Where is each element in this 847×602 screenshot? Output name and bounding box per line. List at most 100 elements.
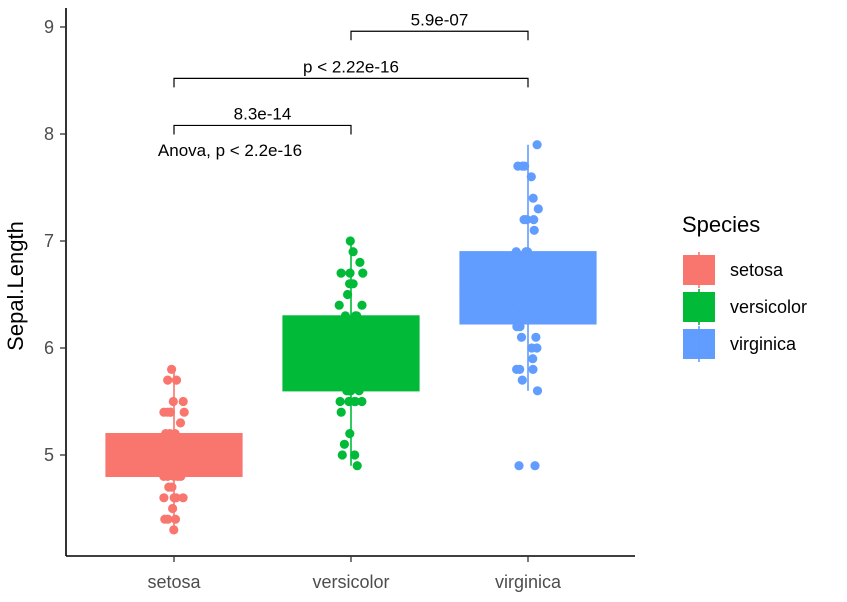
point-virginica [526,268,536,278]
point-versicolor [352,375,362,385]
point-virginica [520,161,530,171]
x-tick-label: virginica [495,572,562,592]
point-setosa [163,471,173,481]
y-tick-label: 7 [44,231,54,251]
point-versicolor [345,429,355,439]
point-versicolor [349,396,360,407]
point-setosa [167,364,177,374]
legend-entries: setosa versicolor virginica [683,252,807,362]
point-versicolor [350,450,360,460]
point-virginica [531,311,541,321]
point-versicolor [357,396,367,407]
point-versicolor [343,332,353,342]
comparison-label: p < 2.22e-16 [303,57,399,76]
point-versicolor [357,354,367,364]
point-versicolor [345,236,355,246]
point-versicolor [352,461,362,471]
point-virginica [528,354,538,364]
point-setosa [168,503,178,514]
point-setosa [161,461,171,471]
annotations: 8.3e-14 p < 2.22e-16 5.9e-07 Anova, p < 2.2… [158,10,529,160]
point-virginica [529,215,539,225]
legend-label-virginica: virginica [730,334,797,354]
x-tick-label: setosa [147,572,201,592]
point-versicolor [352,364,362,374]
point-virginica [512,322,522,332]
point-virginica [512,300,523,310]
point-setosa [163,514,173,524]
point-virginica [514,257,524,267]
point-setosa [178,493,188,503]
point-versicolor [344,386,355,396]
point-versicolor [337,450,347,460]
point-setosa [181,439,191,449]
point-versicolor [339,439,349,449]
legend-title: Species [682,212,760,237]
point-virginica [524,311,534,321]
point-versicolor [340,375,350,385]
point-virginica [530,289,540,300]
anova-label: Anova, p < 2.2e-16 [158,141,302,160]
point-virginica [530,461,540,471]
point-virginica [529,225,539,235]
point-virginica [517,375,527,385]
point-virginica [532,386,543,396]
x-tick-label: versicolor [312,572,389,592]
legend-label-setosa: setosa [730,260,784,280]
y-tick-label: 6 [44,338,54,358]
point-virginica [511,247,521,257]
point-setosa [161,429,171,439]
point-versicolor [348,247,358,257]
point-setosa [170,514,181,524]
point-versicolor [358,268,368,278]
point-setosa [180,450,190,460]
point-virginica [532,343,542,353]
x-ticks: setosa versicolor virginica [147,556,562,592]
y-tick-label: 8 [44,124,54,144]
point-setosa [159,493,169,503]
point-virginica [532,140,542,150]
comparison-bracket [173,124,352,135]
point-setosa [178,396,188,407]
point-versicolor [335,396,345,407]
y-tick-label: 5 [44,445,54,465]
plot-area [105,140,597,535]
point-versicolor [336,268,346,278]
point-virginica [514,461,524,471]
point-versicolor [343,322,353,332]
axes: 5 6 7 8 9 setosa versicolor virginica Sepal.Le… [3,8,635,592]
y-axis-title: Sepal.Length [3,221,28,351]
comparison-label: 5.9e-07 [411,10,469,29]
point-virginica [528,193,538,203]
point-setosa [163,439,173,449]
comparison-bracket [173,77,529,88]
point-setosa [168,396,178,407]
point-virginica [516,332,527,342]
point-virginica [515,364,525,374]
point-virginica [528,364,538,374]
point-setosa [171,493,181,503]
point-virginica [513,268,523,278]
point-setosa [169,461,179,471]
point-setosa [169,525,179,535]
point-virginica [531,332,541,342]
point-virginica [513,161,523,171]
point-versicolor [355,257,365,267]
point-setosa [164,482,174,492]
point-virginica [526,172,536,182]
point-virginica [523,300,533,310]
point-virginica [533,204,543,214]
point-virginica [521,257,531,267]
point-versicolor [340,311,350,321]
point-setosa [161,450,172,460]
point-versicolor [340,364,351,374]
point-versicolor [354,386,364,396]
point-setosa [169,471,179,481]
point-versicolor [352,311,362,321]
point-setosa [175,418,186,428]
point-versicolor [343,289,353,300]
point-versicolor [336,407,346,417]
legend: Species setosa versicolor virginica [682,212,807,362]
point-versicolor [349,343,359,353]
